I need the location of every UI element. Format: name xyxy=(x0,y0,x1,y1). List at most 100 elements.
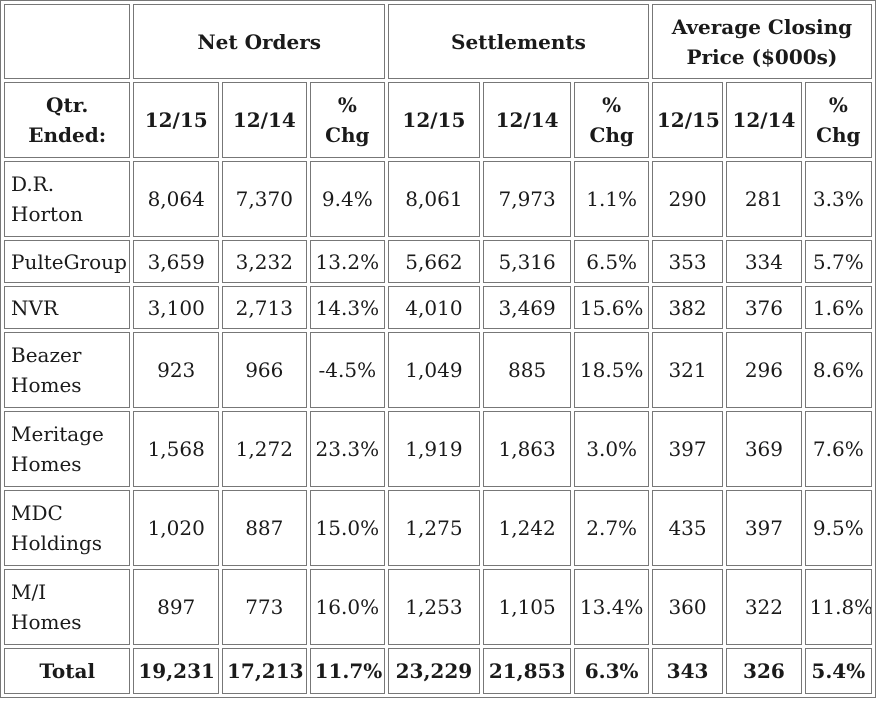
chg-label: Chg xyxy=(589,123,634,147)
avg-price-chg-cell: 3.3% xyxy=(804,161,872,237)
settlements-1215-cell: 1,919 xyxy=(388,411,480,487)
settlements-chg-total: 6.3% xyxy=(574,648,649,694)
avg-price-1214-cell: 369 xyxy=(726,411,802,487)
avg-price-1214-cell: 322 xyxy=(726,569,802,645)
net-orders-1214-cell: 7,370 xyxy=(222,161,307,237)
avg-price-chg-header: % Chg xyxy=(804,82,872,158)
net-orders-chg-cell: 15.0% xyxy=(309,490,386,566)
avg-price-1215-cell: 435 xyxy=(651,490,724,566)
settlements-1215-cell: 8,061 xyxy=(388,161,480,237)
avg-price-chg-cell: 9.5% xyxy=(804,490,872,566)
company-name: MDC Holdings xyxy=(4,490,131,566)
net-orders-1215-cell: 8,064 xyxy=(133,161,219,237)
net-orders-1215-header: 12/15 xyxy=(133,82,219,158)
company-name: NVR xyxy=(4,286,131,329)
homebuilder-comparison-table: Net Orders Settlements Average Closing P… xyxy=(0,0,876,698)
table-row: M/I Homes 897 773 16.0% 1,253 1,105 13.4… xyxy=(4,569,872,645)
settlements-1215-cell: 1,253 xyxy=(388,569,480,645)
company-name: D.R. Horton xyxy=(4,161,131,237)
sub-header-row: Qtr. Ended: 12/15 12/14 % Chg 12/15 12/1… xyxy=(4,82,872,158)
avg-price-1215-total: 343 xyxy=(651,648,724,694)
settlements-chg-cell: 2.7% xyxy=(574,490,649,566)
net-orders-chg-cell: 13.2% xyxy=(309,240,386,283)
pct-symbol: % xyxy=(828,93,848,117)
avg-price-1214-cell: 296 xyxy=(726,332,802,408)
chg-label: Chg xyxy=(816,123,861,147)
avg-price-1214-cell: 376 xyxy=(726,286,802,329)
qtr-ended-header: Qtr. Ended: xyxy=(4,82,131,158)
settlements-1214-cell: 1,105 xyxy=(482,569,572,645)
avg-price-1215-cell: 353 xyxy=(651,240,724,283)
net-orders-1214-header: 12/14 xyxy=(222,82,307,158)
avg-price-1215-cell: 290 xyxy=(651,161,724,237)
avg-price-chg-cell: 1.6% xyxy=(804,286,872,329)
net-orders-1214-cell: 1,272 xyxy=(222,411,307,487)
avg-price-1214-total: 326 xyxy=(726,648,802,694)
avg-price-chg-cell: 11.8% xyxy=(804,569,872,645)
net-orders-header: Net Orders xyxy=(133,4,386,79)
net-orders-chg-total: 11.7% xyxy=(309,648,386,694)
avg-price-chg-cell: 5.7% xyxy=(804,240,872,283)
net-orders-1215-total: 19,231 xyxy=(133,648,219,694)
net-orders-1214-cell: 773 xyxy=(222,569,307,645)
avg-price-1215-cell: 397 xyxy=(651,411,724,487)
avg-price-1215-cell: 321 xyxy=(651,332,724,408)
settlements-chg-cell: 18.5% xyxy=(574,332,649,408)
net-orders-chg-header: % Chg xyxy=(309,82,386,158)
table-row: PulteGroup 3,659 3,232 13.2% 5,662 5,316… xyxy=(4,240,872,283)
total-row: Total 19,231 17,213 11.7% 23,229 21,853 … xyxy=(4,648,872,694)
net-orders-1214-cell: 887 xyxy=(222,490,307,566)
table-row: NVR 3,100 2,713 14.3% 4,010 3,469 15.6% … xyxy=(4,286,872,329)
avg-price-1215-cell: 382 xyxy=(651,286,724,329)
company-name: M/I Homes xyxy=(4,569,131,645)
net-orders-1215-cell: 1,568 xyxy=(133,411,219,487)
settlements-1215-total: 23,229 xyxy=(388,648,480,694)
total-label: Total xyxy=(4,648,131,694)
settlements-1215-cell: 1,049 xyxy=(388,332,480,408)
settlements-1215-cell: 5,662 xyxy=(388,240,480,283)
settlements-header: Settlements xyxy=(388,4,649,79)
net-orders-1215-cell: 923 xyxy=(133,332,219,408)
qtr-line2: Ended: xyxy=(28,123,107,147)
chg-label: Chg xyxy=(325,123,370,147)
settlements-1214-cell: 1,242 xyxy=(482,490,572,566)
net-orders-1214-cell: 2,713 xyxy=(222,286,307,329)
avg-closing-price-header: Average Closing Price ($000s) xyxy=(651,4,872,79)
net-orders-chg-cell: 16.0% xyxy=(309,569,386,645)
table-row: Meritage Homes 1,568 1,272 23.3% 1,919 1… xyxy=(4,411,872,487)
settlements-1214-cell: 7,973 xyxy=(482,161,572,237)
settlements-1214-header: 12/14 xyxy=(482,82,572,158)
avg-price-chg-total: 5.4% xyxy=(804,648,872,694)
avg-price-line1: Average Closing xyxy=(671,14,853,39)
qtr-line1: Qtr. xyxy=(46,93,89,117)
avg-price-1214-cell: 334 xyxy=(726,240,802,283)
table-row: D.R. Horton 8,064 7,370 9.4% 8,061 7,973… xyxy=(4,161,872,237)
company-name: PulteGroup xyxy=(4,240,131,283)
avg-price-chg-cell: 7.6% xyxy=(804,411,872,487)
settlements-chg-cell: 3.0% xyxy=(574,411,649,487)
settlements-chg-cell: 1.1% xyxy=(574,161,649,237)
group-header-row: Net Orders Settlements Average Closing P… xyxy=(4,4,872,79)
avg-price-1214-header: 12/14 xyxy=(726,82,802,158)
net-orders-1215-cell: 1,020 xyxy=(133,490,219,566)
settlements-1215-cell: 4,010 xyxy=(388,286,480,329)
company-name: Meritage Homes xyxy=(4,411,131,487)
settlements-chg-header: % Chg xyxy=(574,82,649,158)
settlements-1214-cell: 1,863 xyxy=(482,411,572,487)
net-orders-1215-cell: 3,659 xyxy=(133,240,219,283)
settlements-chg-cell: 6.5% xyxy=(574,240,649,283)
settlements-1214-cell: 5,316 xyxy=(482,240,572,283)
corner-cell xyxy=(4,4,131,79)
net-orders-1215-cell: 897 xyxy=(133,569,219,645)
settlements-1215-header: 12/15 xyxy=(388,82,480,158)
settlements-chg-cell: 15.6% xyxy=(574,286,649,329)
settlements-1215-cell: 1,275 xyxy=(388,490,480,566)
avg-price-1215-cell: 360 xyxy=(651,569,724,645)
net-orders-1214-cell: 966 xyxy=(222,332,307,408)
net-orders-1214-total: 17,213 xyxy=(222,648,307,694)
pct-symbol: % xyxy=(337,93,357,117)
table-row: Beazer Homes 923 966 -4.5% 1,049 885 18.… xyxy=(4,332,872,408)
table-row: MDC Holdings 1,020 887 15.0% 1,275 1,242… xyxy=(4,490,872,566)
net-orders-chg-cell: 9.4% xyxy=(309,161,386,237)
net-orders-1215-cell: 3,100 xyxy=(133,286,219,329)
